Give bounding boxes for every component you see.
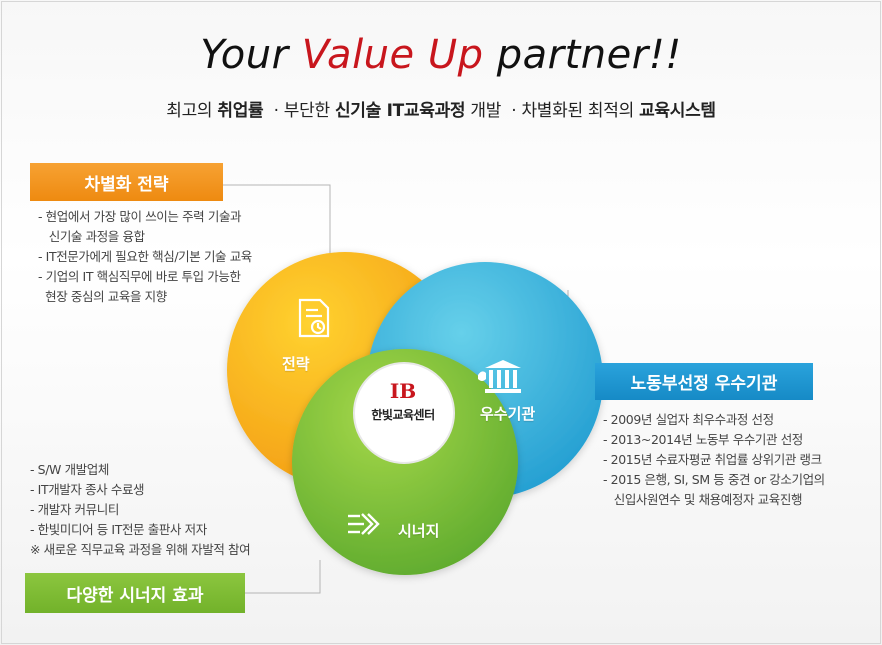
institution-list: - 2009년 실업자 최우수과정 선정 - 2013~2014년 노동부 우수… <box>603 410 825 510</box>
subline-part: · 부단한 <box>263 101 335 121</box>
list-item: - 기업의 IT 핵심직무에 바로 투입 가능한 <box>38 269 241 284</box>
center-logo: IB 한빛교육센터 <box>353 380 453 423</box>
list-item: - 개발자 커뮤니티 <box>30 502 119 517</box>
headline-prefix: Your <box>200 32 289 78</box>
headline-accent: Value Up <box>301 32 484 78</box>
center-logo-mark: IB <box>389 379 417 403</box>
hand-icon <box>478 371 486 381</box>
list-item: - IT전문가에게 필요한 핵심/기본 기술 교육 <box>38 249 252 264</box>
subline-bold: 교육시스템 <box>639 101 716 121</box>
document-clock-icon <box>298 298 330 338</box>
list-item: - 현업에서 가장 많이 쓰이는 주력 기술과 <box>38 209 242 224</box>
institution-label: 우수기관 <box>480 405 536 423</box>
institution-tag: 노동부선정 우수기관 <box>595 363 813 400</box>
subline-part: 개발 · 차별화된 최적의 <box>465 101 640 121</box>
connector-synergy <box>245 560 321 594</box>
list-item: 신기술 과정을 융합 <box>38 229 145 244</box>
subline: 최고의 취업률 · 부단한 신기술 IT교육과정 개발 · 차별화된 최적의 교… <box>0 96 882 121</box>
list-item: - IT개발자 종사 수료생 <box>30 482 145 497</box>
list-item: - 2015 은행, SI, SM 등 중견 or 강소기업의 <box>603 472 825 487</box>
list-item: - 한빛미디어 등 IT전문 출판사 저자 <box>30 522 207 537</box>
center-circle <box>353 362 455 464</box>
list-item: ※ 새로운 직무교육 과정을 위해 자발적 참여 <box>30 542 251 557</box>
strategy-label: 전략 <box>282 355 310 373</box>
subline-bold: 취업률 <box>217 101 264 121</box>
bank-icon <box>485 360 521 393</box>
list-item: - S/W 개발업체 <box>30 462 109 477</box>
headline: Your Value Up partner!! <box>0 32 882 78</box>
synergy-tag: 다양한 시너지 효과 <box>25 573 245 613</box>
list-item: - 2013~2014년 노동부 우수기관 선정 <box>603 432 803 447</box>
subline-part: 최고의 <box>166 101 218 121</box>
strategy-tag: 차별화 전략 <box>30 163 223 201</box>
synergy-list: - S/W 개발업체 - IT개발자 종사 수료생 - 개발자 커뮤니티 - 한… <box>30 460 251 560</box>
synergy-label: 시너지 <box>398 522 440 540</box>
arrows-icon <box>348 513 380 535</box>
headline-suffix: partner!! <box>496 32 682 78</box>
subline-bold: 신기술 IT교육과정 <box>334 101 466 121</box>
list-item: 현장 중심의 교육을 지향 <box>38 289 167 304</box>
strategy-list: - 현업에서 가장 많이 쓰이는 주력 기술과 신기술 과정을 융합 - IT전… <box>38 207 252 307</box>
connector-strategy <box>222 184 331 275</box>
list-item: - 2015년 수료자평균 취업률 상위기관 랭크 <box>603 452 822 467</box>
center-logo-name: 한빛교육센터 <box>371 408 435 422</box>
list-item: 신입사원연수 및 채용예정자 교육진행 <box>603 492 803 507</box>
list-item: - 2009년 실업자 최우수과정 선정 <box>603 412 774 427</box>
